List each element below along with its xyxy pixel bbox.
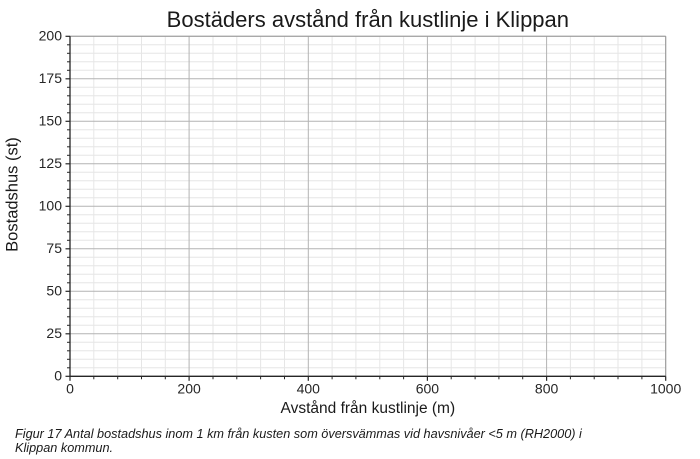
svg-text:50: 50 [46,282,62,298]
svg-text:200: 200 [39,27,63,43]
svg-text:200: 200 [177,380,201,396]
svg-text:25: 25 [46,325,62,341]
svg-text:100: 100 [39,197,63,213]
svg-text:1000: 1000 [650,380,681,396]
svg-text:0: 0 [54,367,62,383]
svg-text:600: 600 [416,380,440,396]
svg-text:75: 75 [46,240,62,256]
svg-text:125: 125 [39,155,63,171]
svg-text:0: 0 [66,380,74,396]
svg-text:800: 800 [535,380,559,396]
svg-text:400: 400 [297,380,321,396]
svg-text:150: 150 [39,112,63,128]
svg-text:175: 175 [39,70,63,86]
